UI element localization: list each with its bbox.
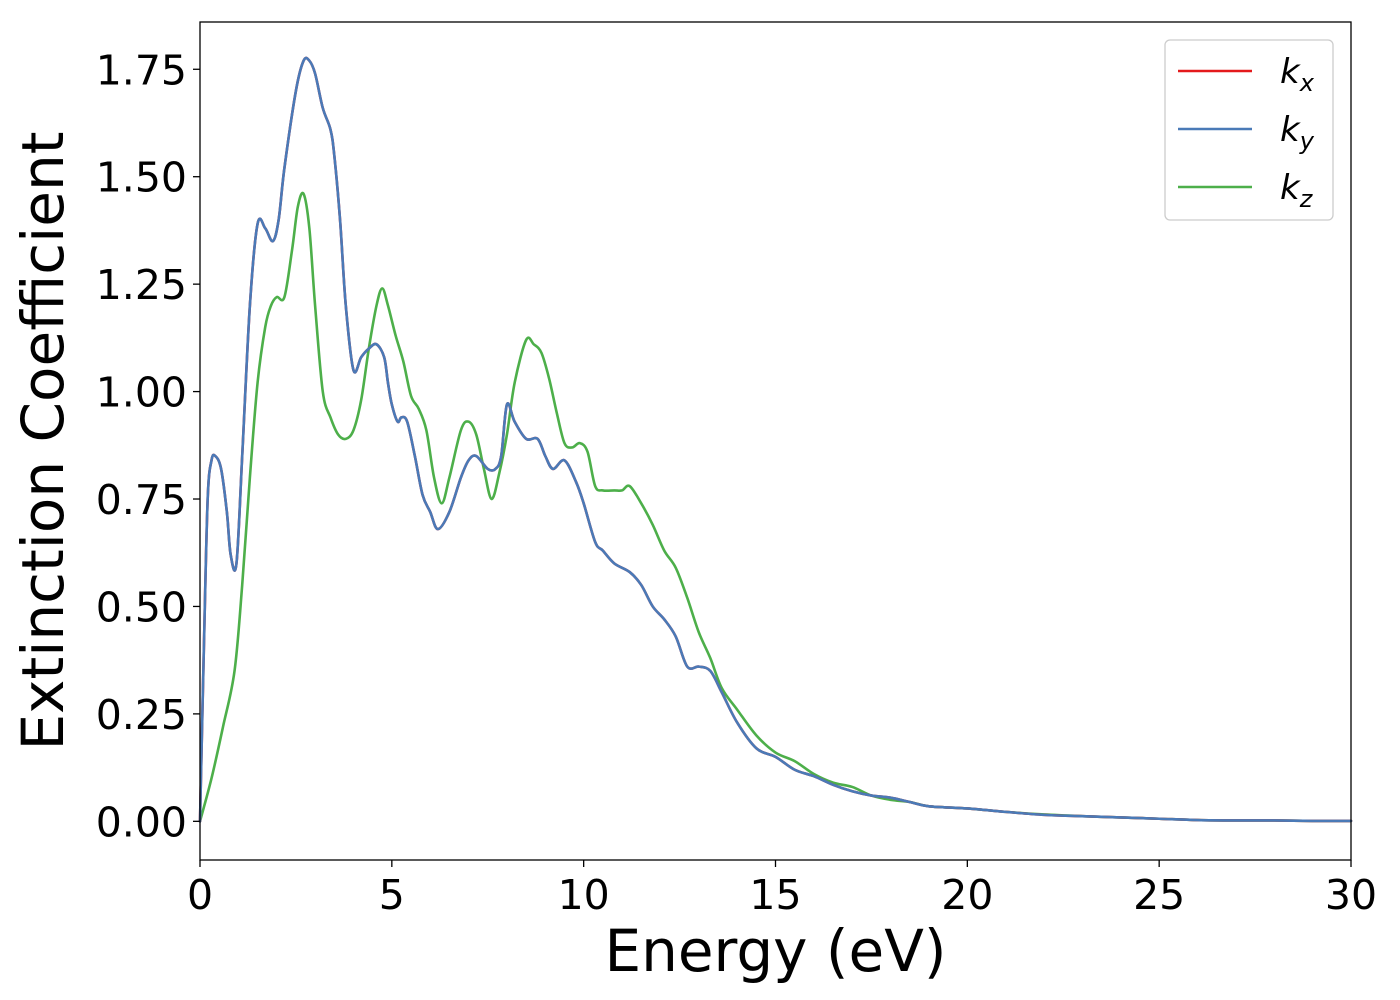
y-tick-label: 1.75 [96, 46, 187, 94]
x-tick-label: 20 [941, 871, 993, 919]
x-tick-label: 10 [558, 871, 610, 919]
x-tick-label: 15 [749, 871, 801, 919]
legend-label-z: kz [1280, 168, 1314, 213]
series-layer [198, 56, 1353, 823]
ticks-layer: 0 5 10 15 20 25 30 0.00 0.25 0.50 0.75 1.00 1.25 1.50… [96, 46, 1377, 919]
legend: kx ky kz [1164, 39, 1334, 221]
series-line-z [198, 191, 1353, 823]
x-tick-label: 30 [1325, 871, 1377, 919]
x-axis-title: Energy (eV) [604, 917, 946, 985]
legend-label-x: kx [1280, 52, 1315, 97]
series-line-y [198, 56, 1353, 823]
x-tick-label: 5 [379, 871, 405, 919]
y-tick-label: 1.25 [96, 261, 187, 309]
y-tick-label: 1.50 [96, 154, 187, 202]
y-tick-label: 0.50 [96, 583, 187, 631]
legend-label-y: ky [1280, 110, 1315, 155]
x-tick-label: 25 [1133, 871, 1185, 919]
x-tick-label: 0 [187, 871, 213, 919]
y-tick-label: 0.25 [96, 691, 187, 739]
y-tick-label: 0.00 [96, 798, 187, 846]
y-tick-label: 0.75 [96, 476, 187, 524]
y-tick-label: 1.00 [96, 369, 187, 417]
y-axis-title: Extinction Coefficient [9, 132, 77, 751]
